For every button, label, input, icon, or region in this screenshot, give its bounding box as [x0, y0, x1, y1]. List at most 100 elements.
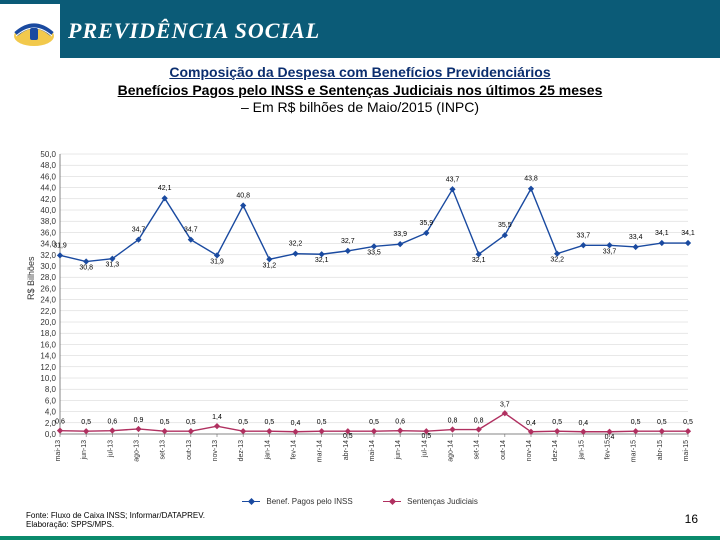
svg-text:24,0: 24,0 [40, 296, 56, 305]
svg-text:mar-14: mar-14 [317, 440, 324, 462]
legend-item-1: Benef. Pagos pelo INSS [242, 497, 353, 506]
svg-text:dez-14: dez-14 [552, 440, 559, 462]
svg-text:43,8: 43,8 [524, 176, 538, 183]
svg-text:0,5: 0,5 [552, 419, 562, 426]
svg-text:34,1: 34,1 [681, 230, 695, 237]
svg-text:0,4: 0,4 [526, 420, 536, 427]
svg-text:3,7: 3,7 [500, 401, 510, 408]
svg-text:43,7: 43,7 [446, 176, 460, 183]
svg-text:0,8: 0,8 [448, 418, 458, 425]
svg-text:mai-14: mai-14 [369, 440, 376, 462]
svg-text:0,5: 0,5 [264, 419, 274, 426]
svg-text:mar-15: mar-15 [631, 440, 638, 462]
svg-text:32,2: 32,2 [550, 257, 564, 264]
svg-text:46,0: 46,0 [40, 172, 56, 181]
svg-text:jan-15: jan-15 [578, 440, 585, 461]
svg-text:32,7: 32,7 [341, 238, 355, 245]
legend-swatch-icon [242, 501, 260, 502]
svg-text:28,0: 28,0 [40, 273, 56, 282]
title-line2: Benefícios Pagos pelo INSS e Sentenças J… [118, 82, 603, 98]
title-line1: Composição da Despesa com Benefícios Pre… [169, 64, 550, 80]
svg-text:35,5: 35,5 [498, 222, 512, 229]
svg-text:34,7: 34,7 [184, 227, 198, 234]
svg-text:32,1: 32,1 [315, 257, 329, 264]
svg-text:26,0: 26,0 [40, 284, 56, 293]
svg-text:4,0: 4,0 [45, 408, 57, 417]
svg-text:jul-13: jul-13 [107, 440, 114, 458]
svg-text:44,0: 44,0 [40, 184, 56, 193]
svg-text:out-13: out-13 [186, 440, 193, 460]
svg-text:14,0: 14,0 [40, 352, 56, 361]
footer-line2: Elaboração: SPPS/MPS. [26, 520, 205, 530]
svg-text:0,5: 0,5 [421, 433, 431, 440]
svg-text:nov-13: nov-13 [212, 440, 219, 462]
svg-text:abr-15: abr-15 [657, 440, 664, 460]
svg-text:jan-14: jan-14 [264, 440, 271, 461]
svg-text:31,9: 31,9 [210, 258, 224, 265]
svg-text:0,0: 0,0 [45, 430, 57, 439]
svg-text:6,0: 6,0 [45, 396, 57, 405]
svg-text:0,4: 0,4 [605, 434, 615, 441]
svg-text:0,5: 0,5 [186, 419, 196, 426]
svg-text:0,5: 0,5 [343, 433, 353, 440]
svg-text:0,4: 0,4 [578, 420, 588, 427]
svg-text:33,9: 33,9 [393, 231, 407, 238]
svg-text:0,9: 0,9 [134, 417, 144, 424]
svg-text:33,7: 33,7 [577, 232, 591, 239]
svg-text:0,6: 0,6 [107, 419, 117, 426]
svg-text:jul-14: jul-14 [421, 440, 428, 458]
svg-text:dez-13: dez-13 [238, 440, 245, 462]
chart-legend: Benef. Pagos pelo INSS Sentenças Judicia… [0, 497, 720, 506]
svg-text:34,1: 34,1 [655, 230, 669, 237]
svg-text:0,5: 0,5 [238, 419, 248, 426]
svg-text:out-14: out-14 [500, 440, 507, 460]
svg-text:fev-15: fev-15 [605, 440, 612, 460]
svg-text:50,0: 50,0 [40, 150, 56, 159]
svg-text:0,5: 0,5 [160, 419, 170, 426]
svg-text:nov-14: nov-14 [526, 440, 533, 462]
svg-text:31,2: 31,2 [263, 262, 277, 269]
svg-text:32,1: 32,1 [472, 257, 486, 264]
svg-text:16,0: 16,0 [40, 340, 56, 349]
svg-text:ago-13: ago-13 [134, 440, 141, 462]
header: PREVIDÊNCIA SOCIAL [0, 4, 720, 58]
svg-text:0,5: 0,5 [317, 419, 327, 426]
title-line3: – Em R$ bilhões de Maio/2015 (INPC) [241, 99, 479, 115]
page-number: 16 [685, 512, 698, 526]
svg-text:40,8: 40,8 [236, 193, 250, 200]
svg-text:jun-14: jun-14 [395, 440, 402, 461]
svg-text:mai-15: mai-15 [683, 440, 690, 462]
svg-text:31,9: 31,9 [53, 242, 67, 249]
svg-text:40,0: 40,0 [40, 206, 56, 215]
svg-text:0,5: 0,5 [683, 419, 693, 426]
svg-text:0,6: 0,6 [395, 419, 405, 426]
svg-text:30,0: 30,0 [40, 262, 56, 271]
line-chart: 0,02,04,06,08,010,012,014,016,018,020,02… [26, 150, 694, 474]
brand-text: PREVIDÊNCIA SOCIAL [68, 18, 320, 44]
svg-text:22,0: 22,0 [40, 307, 56, 316]
svg-text:42,0: 42,0 [40, 195, 56, 204]
source-footer: Fonte: Fluxo de Caixa INSS; Informar/DAT… [26, 511, 205, 530]
svg-text:18,0: 18,0 [40, 329, 56, 338]
svg-text:32,0: 32,0 [40, 251, 56, 260]
svg-text:8,0: 8,0 [45, 385, 57, 394]
svg-text:33,5: 33,5 [367, 249, 381, 256]
svg-text:0,5: 0,5 [657, 419, 667, 426]
svg-text:0,8: 0,8 [474, 418, 484, 425]
svg-text:42,1: 42,1 [158, 185, 172, 192]
svg-text:ago-14: ago-14 [448, 440, 455, 462]
y-axis-label: R$ Bilhões [26, 256, 36, 300]
legend-swatch-icon [383, 501, 401, 502]
footer-line1: Fonte: Fluxo de Caixa INSS; Informar/DAT… [26, 511, 205, 521]
legend-label-2: Sentenças Judiciais [407, 497, 478, 506]
svg-text:0,5: 0,5 [631, 419, 641, 426]
svg-text:0,6: 0,6 [55, 419, 65, 426]
svg-text:mai-13: mai-13 [55, 440, 62, 462]
svg-text:10,0: 10,0 [40, 374, 56, 383]
brand-logo-icon [10, 12, 58, 50]
svg-text:48,0: 48,0 [40, 161, 56, 170]
svg-text:34,7: 34,7 [132, 227, 146, 234]
svg-text:1,4: 1,4 [212, 414, 222, 421]
svg-text:35,9: 35,9 [420, 220, 434, 227]
svg-text:fev-14: fev-14 [291, 440, 298, 460]
